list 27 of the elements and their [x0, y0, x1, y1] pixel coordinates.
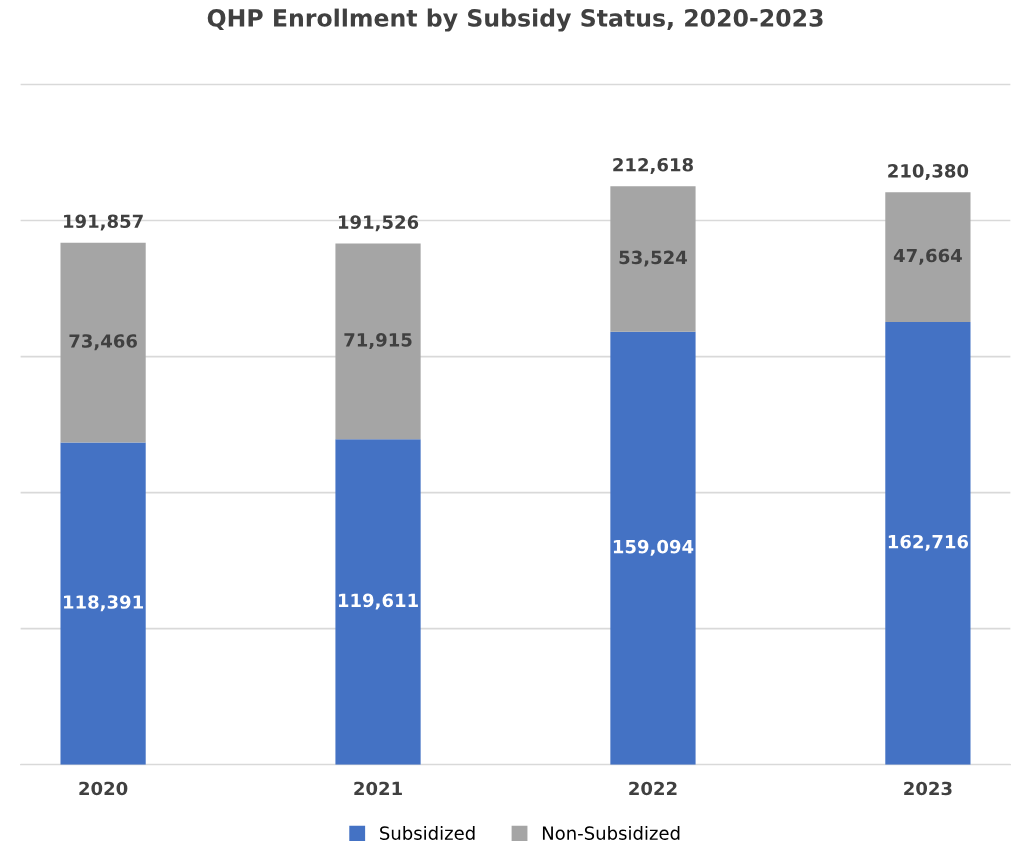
chart-title: QHP Enrollment by Subsidy Status, 2020-2023 — [207, 8, 823, 32]
bar — [335, 243, 421, 440]
bar — [610, 186, 696, 332]
legend-label: Non-Subsidized — [542, 825, 680, 840]
bar — [335, 439, 421, 765]
data-label: 119,611 — [338, 593, 418, 610]
x-tick-label: 2023 — [904, 781, 952, 796]
x-tick-label: 2021 — [354, 781, 402, 796]
data-label: 118,391 — [64, 595, 143, 612]
total-label: 191,526 — [338, 215, 419, 232]
data-label: 47,664 — [893, 248, 962, 265]
x-tick-label: 2020 — [79, 781, 128, 796]
x-tick-label: 2022 — [629, 781, 677, 796]
bar — [60, 442, 146, 765]
data-label: 159,094 — [613, 539, 694, 556]
total-label: 191,857 — [64, 214, 143, 231]
bar — [60, 242, 146, 443]
bar — [885, 321, 971, 765]
total-label: 212,618 — [613, 157, 693, 174]
bar — [610, 331, 696, 765]
data-label: 53,524 — [619, 250, 687, 267]
total-label: 210,380 — [888, 164, 969, 180]
legend-label: Subsidized — [380, 825, 475, 840]
data-label: 71,915 — [344, 333, 412, 349]
bar — [885, 192, 971, 322]
data-label: 73,466 — [69, 334, 137, 351]
data-label: 162,716 — [888, 534, 969, 551]
